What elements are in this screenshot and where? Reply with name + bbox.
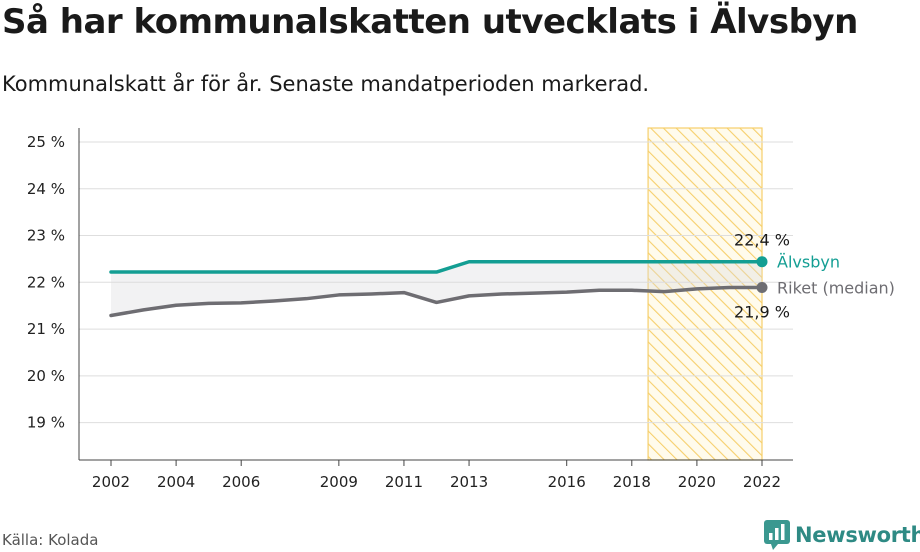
y-tick-label: 24 % xyxy=(27,180,65,198)
x-tick-label: 2004 xyxy=(157,473,195,491)
difference-band xyxy=(111,261,762,316)
value-label-alvsbyn: 22,4 % xyxy=(734,231,790,250)
newsworthy-brand: Newsworthy xyxy=(795,523,920,547)
series-line-alvsbyn xyxy=(109,259,764,274)
x-tick-label: 2011 xyxy=(385,473,423,491)
y-tick-label: 25 % xyxy=(27,133,65,151)
series-label-alvsbyn: Älvsbyn xyxy=(777,253,840,272)
x-tick-label: 2016 xyxy=(548,473,586,491)
value-label-riket: 21,9 % xyxy=(734,302,790,321)
x-tick-label: 2022 xyxy=(743,473,781,491)
newsworthy-logo: Newsworthy xyxy=(764,520,920,550)
newsworthy-logo-icon xyxy=(764,520,790,550)
y-tick-label: 19 % xyxy=(27,414,65,432)
series-label-riket: Riket (median) xyxy=(777,278,895,297)
y-tick-label: 22 % xyxy=(27,273,65,291)
y-tick-label: 23 % xyxy=(27,227,65,245)
chart-title: Så har kommunalskatten utvecklats i Älvs… xyxy=(2,2,858,42)
x-tick-label: 2018 xyxy=(613,473,651,491)
end-point-riket xyxy=(756,281,768,293)
x-tick-label: 2020 xyxy=(678,473,716,491)
source-note: Källa: Kolada xyxy=(2,531,99,549)
highlight-period xyxy=(647,127,763,461)
chart-subtitle: Kommunalskatt år för år. Senaste mandatp… xyxy=(2,72,650,96)
x-tick-label: 2009 xyxy=(320,473,358,491)
x-tick-label: 2006 xyxy=(222,473,260,491)
y-tick-label: 20 % xyxy=(27,367,65,385)
y-tick-label: 21 % xyxy=(27,320,65,338)
x-tick-label: 2002 xyxy=(92,473,130,491)
series-line-riket xyxy=(109,285,764,318)
x-tick-label: 2013 xyxy=(450,473,488,491)
end-point-alvsbyn xyxy=(756,256,768,268)
